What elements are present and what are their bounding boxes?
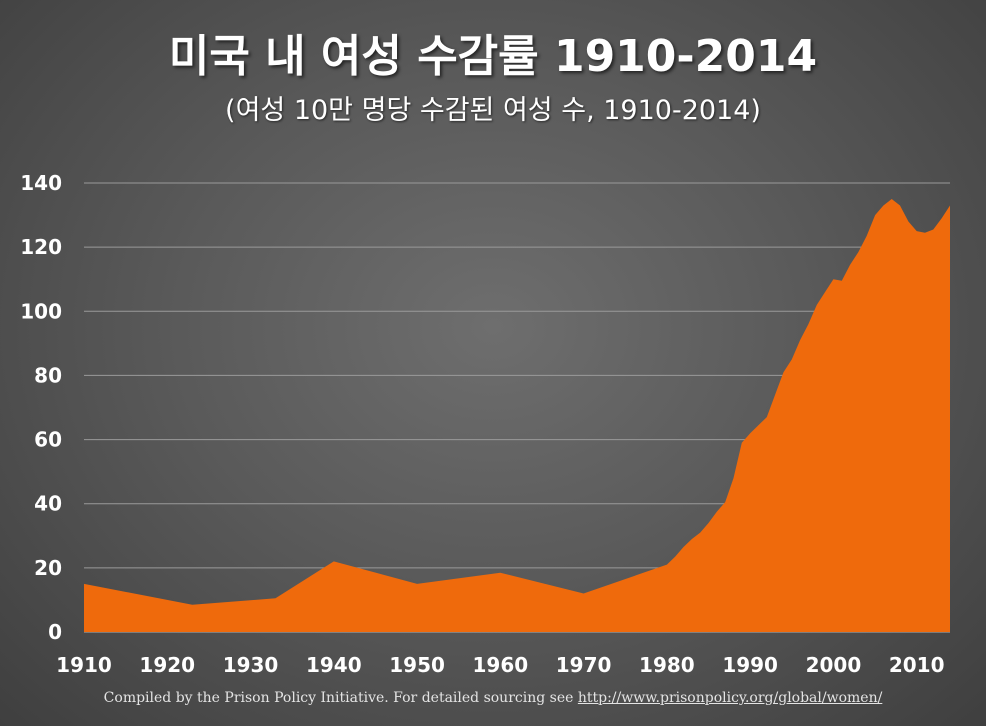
y-tick-label: 0 [48,620,62,644]
x-tick-label: 1960 [473,653,529,677]
x-tick-label: 2000 [806,653,862,677]
x-tick-label: 1990 [722,653,778,677]
x-tick-label: 2010 [889,653,945,677]
source-text: Compiled by the Prison Policy Initiative… [103,690,578,706]
series-area-0 [84,199,950,632]
chart-subtitle: (여성 10만 명당 수감된 여성 수, 1910-2014) [225,95,761,126]
y-tick-label: 60 [34,428,62,452]
source-note: Compiled by the Prison Policy Initiative… [0,690,986,706]
y-tick-label: 80 [34,363,62,387]
x-tick-label: 1970 [556,653,612,677]
y-tick-label: 140 [20,171,62,195]
x-tick-label: 1930 [223,653,279,677]
y-tick-label: 120 [20,235,62,259]
x-tick-label: 1910 [56,653,112,677]
x-tick-label: 1920 [139,653,195,677]
y-tick-label: 20 [34,556,62,580]
y-tick-label: 40 [34,492,62,516]
data-area [84,199,950,632]
x-tick-label: 1980 [639,653,695,677]
x-axis-ticks: 1910 1920 1930 1940 1950 1960 1970 1980 1990 2000… [56,653,944,677]
chart-title: 미국 내 여성 수감률 1910-2014 [168,31,818,82]
x-tick-label: 1950 [389,653,445,677]
source-link[interactable]: http://www.prisonpolicy.org/global/women… [577,690,883,706]
y-tick-label: 100 [20,299,62,323]
y-axis-ticks: 0 20 40 60 80 100 120 140 [20,171,62,644]
x-tick-label: 1940 [306,653,362,677]
